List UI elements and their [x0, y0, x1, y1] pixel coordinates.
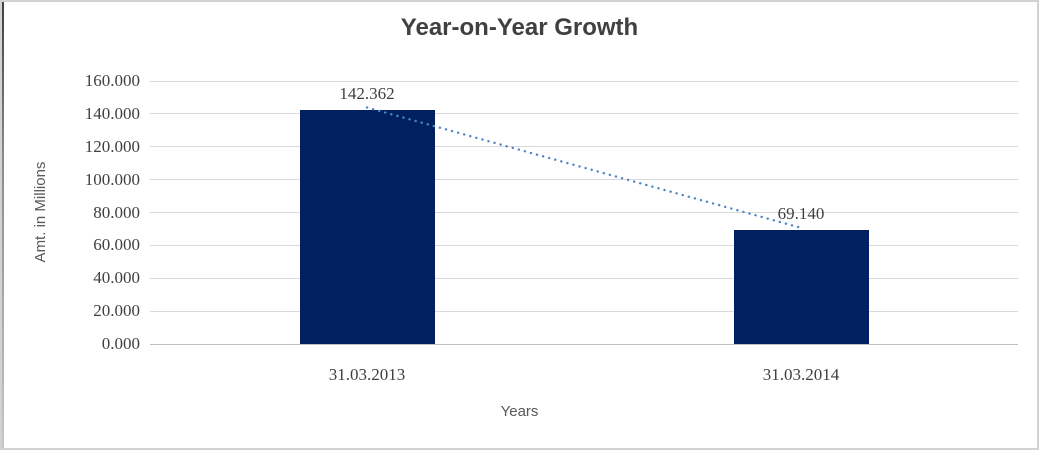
bar — [733, 230, 869, 344]
y-gridline — [150, 310, 1018, 312]
y-gridline — [150, 179, 1018, 181]
y-gridline — [150, 244, 1018, 246]
data-label: 142.362 — [339, 83, 395, 103]
y-gridline — [150, 277, 1018, 279]
y-gridline — [150, 212, 1018, 213]
y-tick-label: 0.000 — [101, 334, 140, 353]
y-gridline — [150, 146, 1018, 148]
y-tick-label: 100.000 — [84, 169, 140, 189]
y-tick-label: 80.000 — [93, 202, 140, 222]
data-label: 69.140 — [777, 204, 825, 224]
x-axis-title: Years — [500, 403, 539, 420]
x-axis-line — [150, 343, 1018, 345]
chart-title: Year-on-Year Growth — [400, 14, 639, 41]
x-tick-label: 31.03.2013 — [328, 365, 406, 384]
y-tick-label: 20.000 — [93, 301, 140, 321]
y-tick-label: 160.000 — [84, 71, 140, 90]
y-gridline — [150, 113, 1018, 115]
y-tick-label: 60.000 — [93, 235, 140, 255]
x-tick-label: 31.03.2014 — [762, 365, 840, 384]
bar — [299, 109, 435, 344]
y-tick-label: 120.000 — [84, 136, 140, 156]
window-left-border — [2, 2, 4, 448]
y-tick-label: 140.000 — [84, 103, 140, 123]
y-tick-label: 40.000 — [93, 268, 140, 288]
y-gridline — [150, 80, 1018, 82]
